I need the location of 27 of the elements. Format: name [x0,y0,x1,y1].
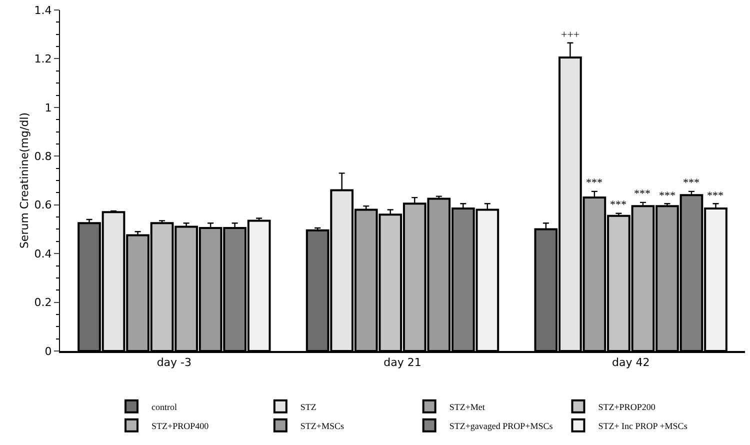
annotation: *** [659,190,676,202]
x-tick-label: day 42 [612,356,650,370]
legend-label: control [152,402,178,412]
annotation: *** [610,199,626,211]
x-tick-label: day -3 [156,356,192,370]
y-tick-label: 0.6 [34,198,52,212]
legend-label: STZ+gavaged PROP+MSCs [449,420,554,431]
y-tick-label: 0.4 [34,247,52,260]
y-tick-label: 1 [44,101,52,114]
annotation: *** [683,177,700,189]
y-tick-label: 1.4 [34,4,52,17]
legend-label: STZ+ Inc PROP +MSCs [598,420,688,431]
y-tick-label: 1.2 [34,52,52,66]
y-tick-label: 0.8 [34,150,52,163]
y-axis-title: Serum Creatinine(mg/dl) [18,112,31,249]
legend-label: STZ+PROP400 [152,420,210,431]
y-tick-label: 0.2 [34,296,52,310]
annotation: *** [586,177,602,189]
legend-label: STZ+Met [449,402,486,412]
annotation: +++ [561,29,580,41]
annotation: *** [707,190,724,202]
y-tick-label: 0 [44,344,52,358]
legend-label: STZ+PROP200 [598,402,656,412]
annotation: *** [634,188,650,200]
legend-label: STZ [300,402,316,412]
x-tick-label: day 21 [384,356,422,370]
legend-label: STZ+MSCs [300,420,344,431]
